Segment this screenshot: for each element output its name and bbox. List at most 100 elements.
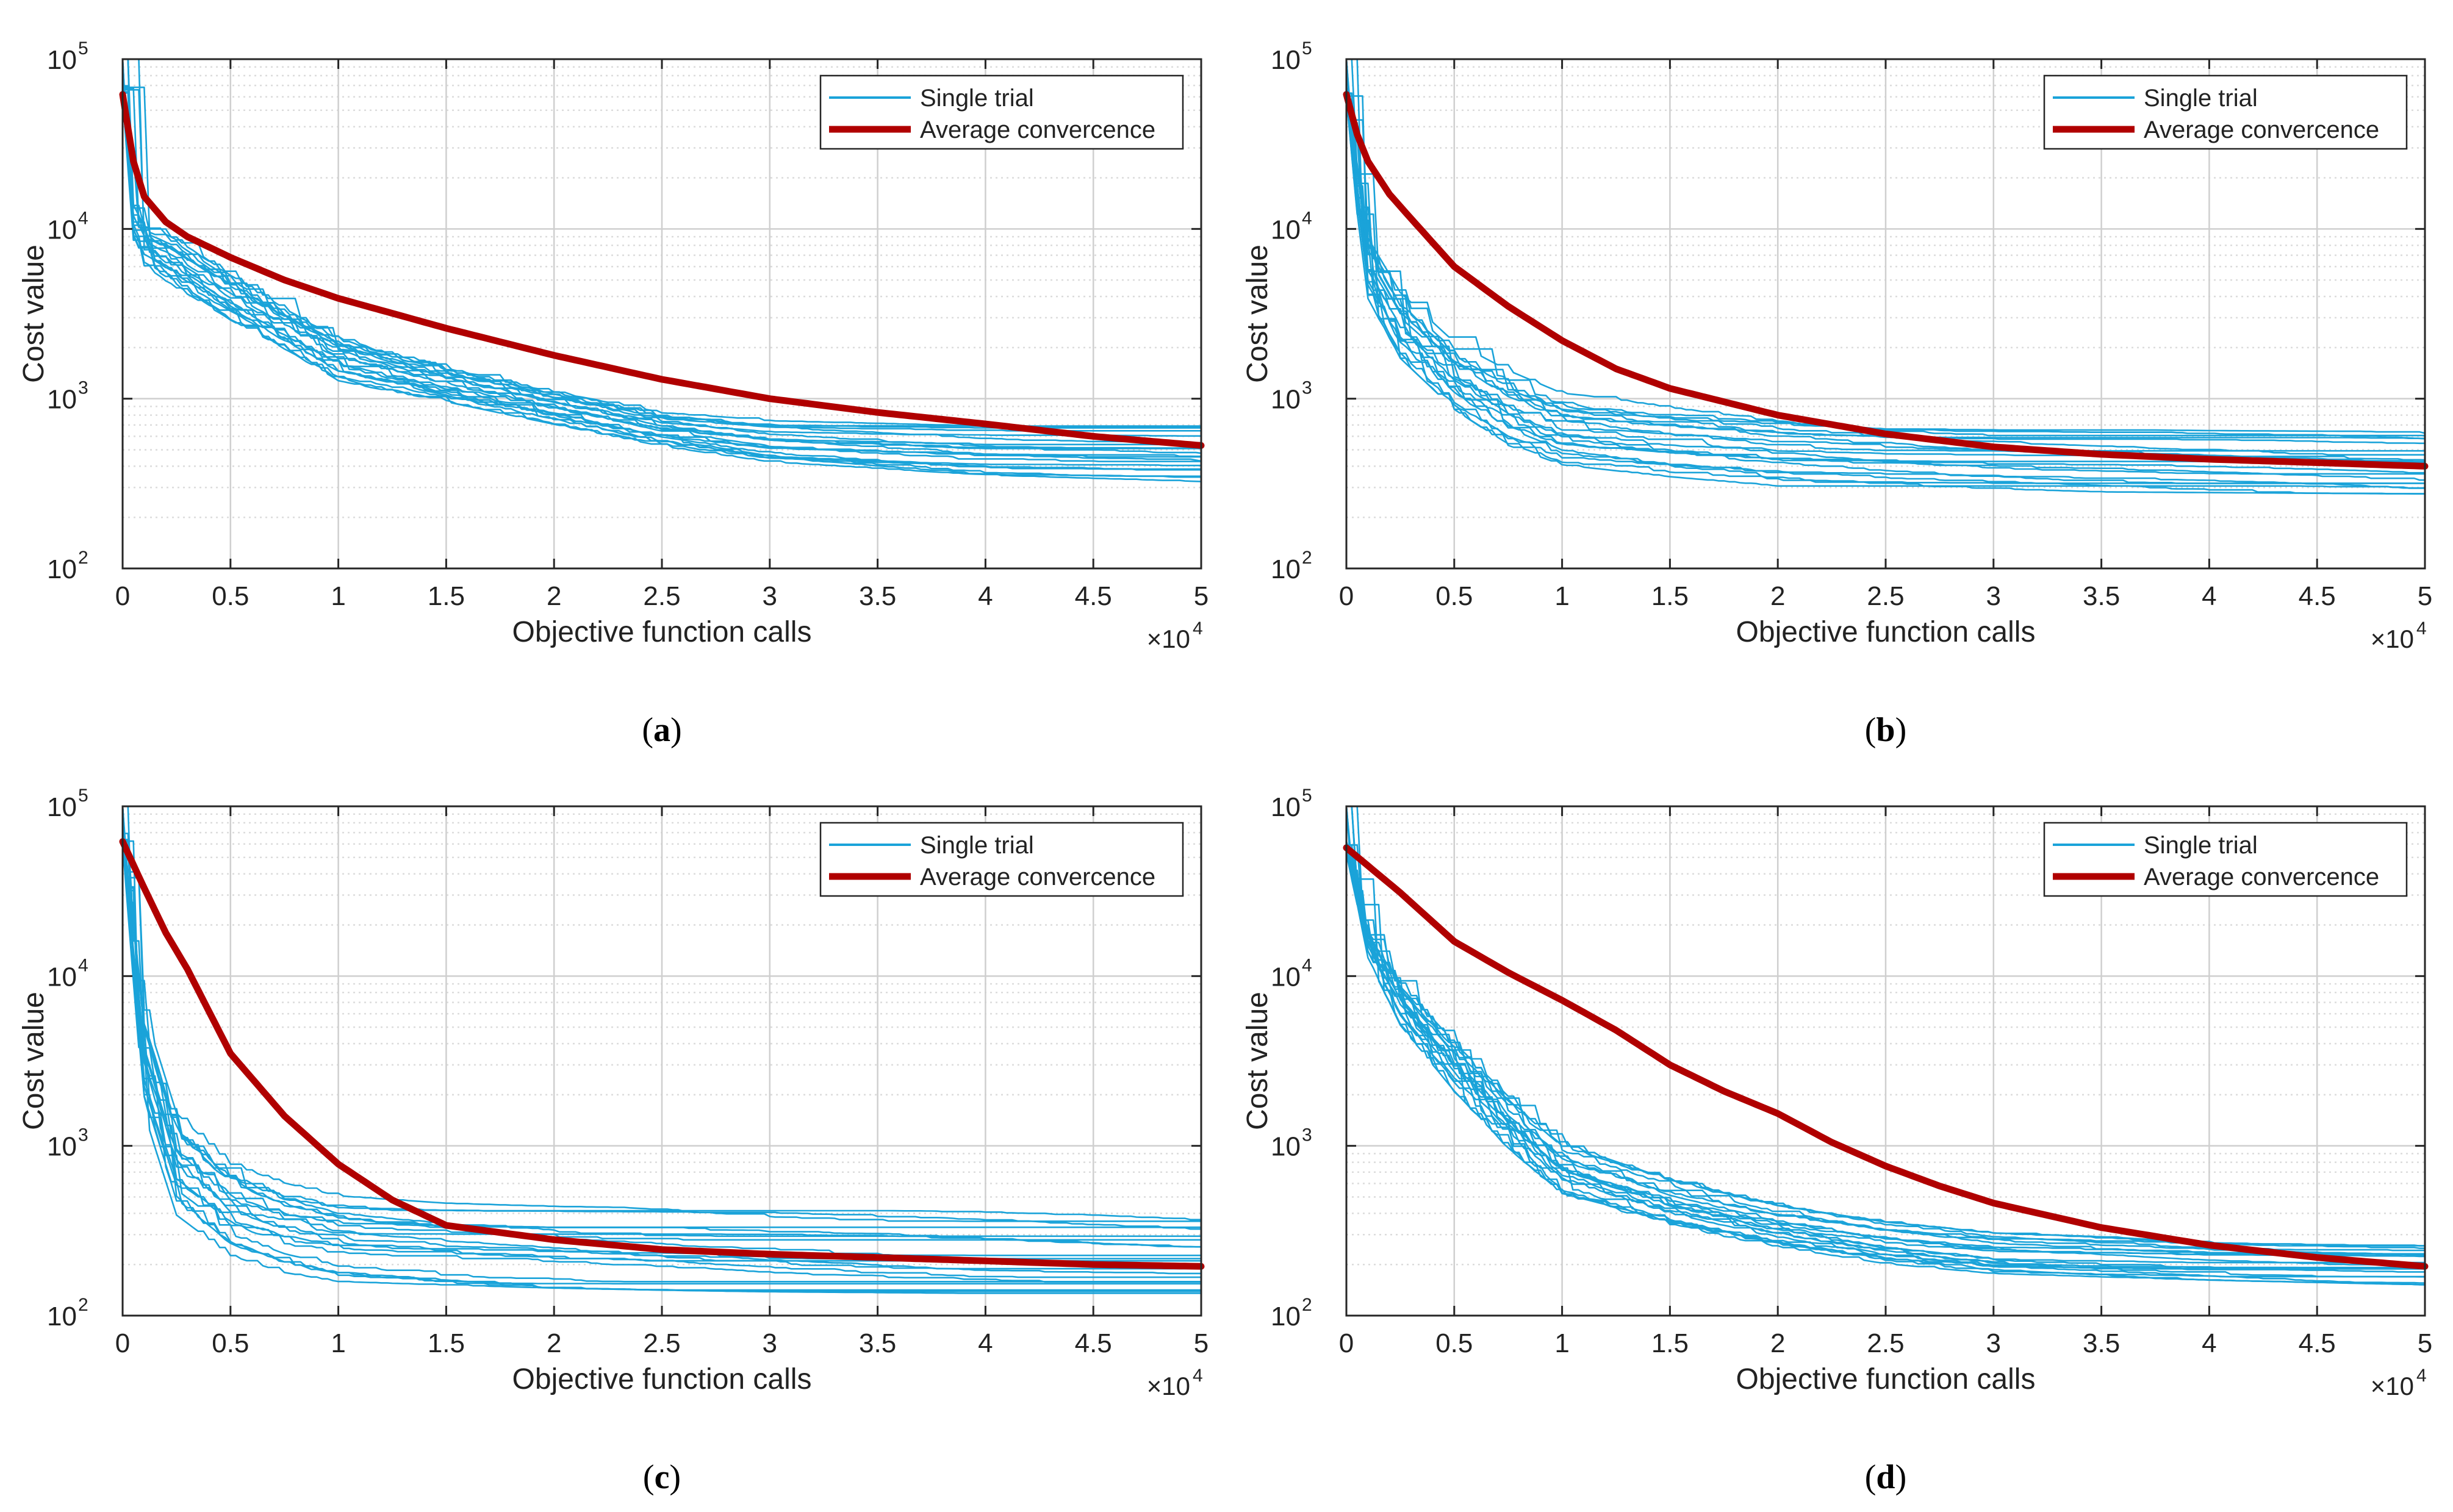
x-exponent-power: 4 [2416, 618, 2427, 639]
x-exponent-base: ×10 [2371, 625, 2414, 653]
y-tick-base: 10 [1271, 792, 1301, 822]
legend-box [2043, 74, 2408, 150]
grid [1346, 806, 2425, 1316]
y-tick-exponent: 4 [78, 955, 88, 975]
y-tick-base: 10 [47, 554, 77, 584]
single-trial-line [1346, 92, 2425, 484]
x-exponent-base: ×10 [1147, 625, 1190, 653]
panel-caption: (d) [1865, 1458, 1906, 1496]
x-tick-label: 2.5 [1867, 1328, 1904, 1358]
x-tick-label: 5 [1194, 1328, 1209, 1358]
y-tick-exponent: 5 [1302, 786, 1312, 806]
x-exponent-base: ×10 [1147, 1372, 1190, 1400]
panel-caption-letter: c [655, 1458, 670, 1496]
x-exponent-label: ×10 4 [2371, 1366, 2427, 1400]
x-tick-label: 2 [1770, 581, 1785, 611]
y-axis-label: Cost value [18, 992, 50, 1130]
y-tick-exponent: 3 [78, 378, 88, 398]
legend-box [2043, 822, 2408, 897]
legend-label-average: Average convercence [2144, 864, 2379, 890]
y-tick-base: 10 [47, 1302, 77, 1331]
y-tick-exponent: 2 [1302, 1295, 1312, 1315]
y-tick-base: 10 [1271, 962, 1301, 992]
x-tick-label: 2 [547, 1328, 561, 1358]
x-exponent-label: ×10 4 [1147, 618, 1203, 653]
single-trial-line [123, 87, 1201, 437]
average-convergence-line [119, 838, 1205, 1270]
y-tick-base: 10 [47, 385, 77, 415]
single-trial-line [1346, 93, 2425, 481]
x-exponent-label: ×10 4 [1147, 1366, 1203, 1400]
single-trial-line [1345, 96, 2425, 495]
legend-box [819, 822, 1184, 897]
y-tick-label: 10 3 [1271, 1125, 1312, 1162]
x-tick-label: 1 [331, 581, 345, 611]
y-tick-label: 10 2 [47, 1295, 88, 1331]
y-tick-base: 10 [47, 792, 77, 822]
x-tick-label: 0 [115, 1328, 130, 1358]
grid [123, 806, 1201, 1316]
grid [1346, 59, 2425, 568]
panel-caption: (c) [643, 1458, 681, 1496]
x-tick-label: 2.5 [1867, 581, 1904, 611]
x-tick-label: 2.5 [643, 581, 680, 611]
y-tick-base: 10 [47, 962, 77, 992]
x-exponent-power: 4 [1193, 1366, 1203, 1386]
y-tick-exponent: 4 [1302, 208, 1312, 228]
single-trial-line [121, 830, 1201, 1222]
single-trial-line [121, 88, 1201, 450]
panel-caption-letter: b [1876, 711, 1895, 749]
x-exponent-power: 4 [1193, 618, 1203, 639]
single-trial-line [121, 95, 1201, 471]
y-tick-exponent: 3 [78, 1125, 88, 1145]
legend-label-average: Average convercence [920, 116, 1155, 143]
x-tick-label: 4 [2202, 581, 2216, 611]
average-convergence-line [1343, 844, 2429, 1270]
x-tick-label: 5 [2418, 581, 2432, 611]
y-tick-label: 10 4 [47, 955, 88, 992]
x-tick-label: 3 [1986, 1328, 2001, 1358]
x-tick-label: 1 [331, 1328, 345, 1358]
x-tick-label: 1 [1554, 581, 1569, 611]
x-tick-label: 0.5 [1435, 581, 1473, 611]
single-trial-line [121, 833, 1201, 1220]
y-tick-label: 10 5 [47, 786, 88, 822]
x-tick-label: 0 [115, 581, 130, 611]
panel-caption-letter: d [1876, 1458, 1895, 1496]
y-tick-label: 10 3 [1271, 378, 1312, 415]
x-axis-label: Objective function calls [1736, 1363, 2036, 1396]
x-tick-label: 4 [978, 1328, 993, 1358]
single-trial-line [121, 833, 1201, 1228]
y-tick-label: 10 5 [1271, 786, 1312, 822]
legend: Single trial Average convercence [2043, 822, 2408, 897]
average-convergence-line [119, 91, 1205, 449]
legend: Single trial Average convercence [819, 822, 1184, 897]
x-exponent-power: 4 [2416, 1366, 2427, 1386]
x-tick-label: 2.5 [643, 1328, 680, 1358]
y-tick-label: 10 3 [47, 378, 88, 415]
y-tick-exponent: 5 [1302, 38, 1312, 59]
x-tick-label: 3.5 [859, 581, 896, 611]
y-tick-exponent: 3 [1302, 1125, 1312, 1145]
single-trial-line [121, 806, 1201, 1238]
single-trial-line [123, 839, 1201, 1283]
single-trial-line [121, 837, 1201, 1270]
single-trial-line [123, 91, 1201, 462]
single-trial-line [123, 89, 1202, 446]
y-tick-exponent: 2 [78, 548, 88, 568]
y-tick-exponent: 5 [78, 786, 88, 806]
single-trial-line [1345, 86, 2426, 434]
legend-label-average: Average convercence [920, 864, 1155, 890]
y-tick-exponent: 2 [78, 1295, 88, 1315]
y-tick-exponent: 3 [1302, 378, 1312, 398]
x-tick-label: 2 [547, 581, 561, 611]
x-tick-label: 1 [1554, 1328, 1569, 1358]
y-tick-label: 10 4 [47, 208, 88, 245]
y-tick-base: 10 [47, 45, 77, 75]
x-tick-label: 3 [763, 1328, 777, 1358]
x-tick-label: 3.5 [859, 1328, 896, 1358]
x-tick-label: 3 [1986, 581, 2001, 611]
x-tick-label: 1.5 [1651, 1328, 1689, 1358]
